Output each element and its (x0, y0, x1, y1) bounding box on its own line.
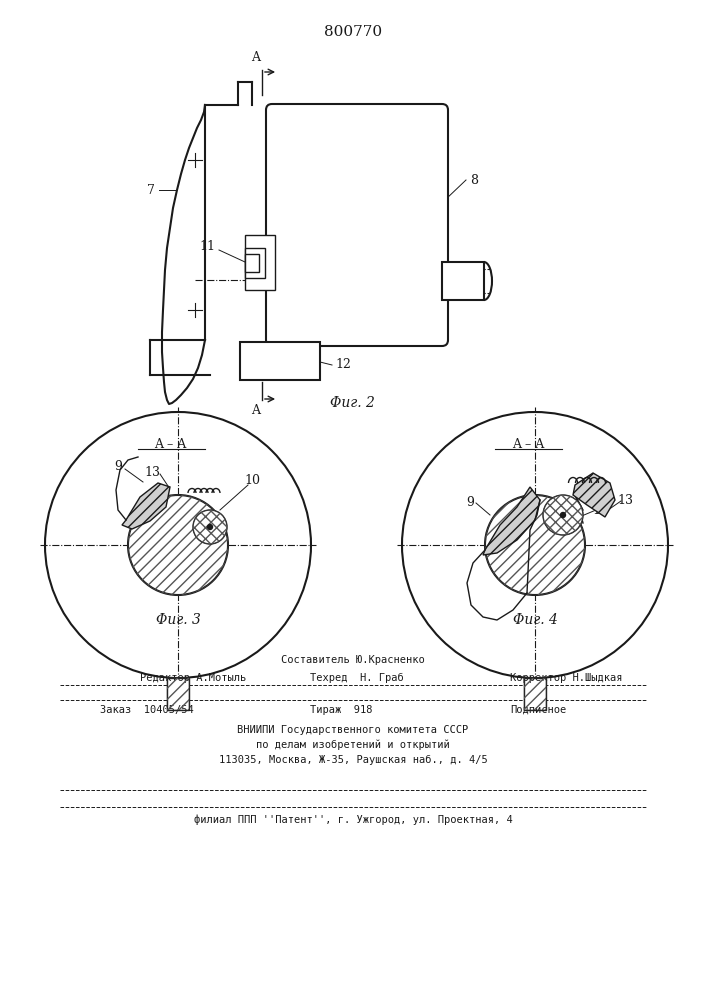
Text: 13: 13 (144, 466, 160, 479)
Bar (245, 248, 265, 278)
Bar (245, 235, 275, 290)
Text: Корректор Н.Шыдкая: Корректор Н.Шыдкая (510, 673, 622, 683)
Text: Φиг. 4: Φиг. 4 (513, 613, 557, 627)
Text: Составитель Ю.Красненко: Составитель Ю.Красненко (281, 655, 425, 665)
Text: 10: 10 (592, 504, 608, 516)
Bar (240, 342, 320, 380)
Text: 800770: 800770 (324, 25, 382, 39)
Text: 10: 10 (244, 475, 260, 488)
Polygon shape (122, 483, 170, 529)
Text: Φиг. 2: Φиг. 2 (330, 396, 375, 410)
Circle shape (561, 512, 566, 518)
Circle shape (207, 524, 213, 530)
Bar (167, 678, 189, 710)
Text: Редактор А.Мотыль: Редактор А.Мотыль (140, 673, 246, 683)
Text: A: A (252, 404, 260, 417)
Text: Тираж  918: Тираж 918 (310, 705, 373, 715)
Text: 13: 13 (617, 493, 633, 506)
Text: 7: 7 (147, 184, 155, 196)
Text: A – A: A – A (154, 438, 186, 450)
Text: Φиг. 3: Φиг. 3 (156, 613, 201, 627)
Text: Техред  Н. Граб: Техред Н. Граб (310, 673, 404, 683)
Text: 8: 8 (470, 174, 478, 186)
Bar (245, 254, 259, 272)
Text: 9: 9 (114, 460, 122, 474)
Text: филиал ППП ''Патент'', г. Ужгород, ул. Проектная, 4: филиал ППП ''Патент'', г. Ужгород, ул. П… (194, 815, 513, 825)
Text: A: A (252, 51, 260, 64)
Text: 11: 11 (199, 240, 215, 253)
Circle shape (128, 495, 228, 595)
Text: по делам изобретений и открытий: по делам изобретений и открытий (256, 740, 450, 750)
Text: A – A: A – A (512, 438, 544, 450)
Bar (524, 678, 546, 710)
Text: ВНИИПИ Государственного комитета СССР: ВНИИПИ Государственного комитета СССР (238, 725, 469, 735)
Bar (167, 678, 189, 710)
FancyBboxPatch shape (266, 104, 448, 346)
Bar (524, 678, 546, 710)
Text: 9: 9 (466, 495, 474, 508)
Polygon shape (573, 473, 615, 517)
Text: 12: 12 (335, 359, 351, 371)
Text: Заказ  10405/54: Заказ 10405/54 (100, 705, 194, 715)
Circle shape (485, 495, 585, 595)
Text: Подписное: Подписное (510, 705, 566, 715)
Text: 6: 6 (458, 284, 466, 296)
Text: 113035, Москва, Ж-35, Раушская наб., д. 4/5: 113035, Москва, Ж-35, Раушская наб., д. … (218, 755, 487, 765)
Bar (442, 262, 484, 300)
Circle shape (193, 510, 227, 544)
Polygon shape (483, 487, 540, 555)
Circle shape (543, 495, 583, 535)
